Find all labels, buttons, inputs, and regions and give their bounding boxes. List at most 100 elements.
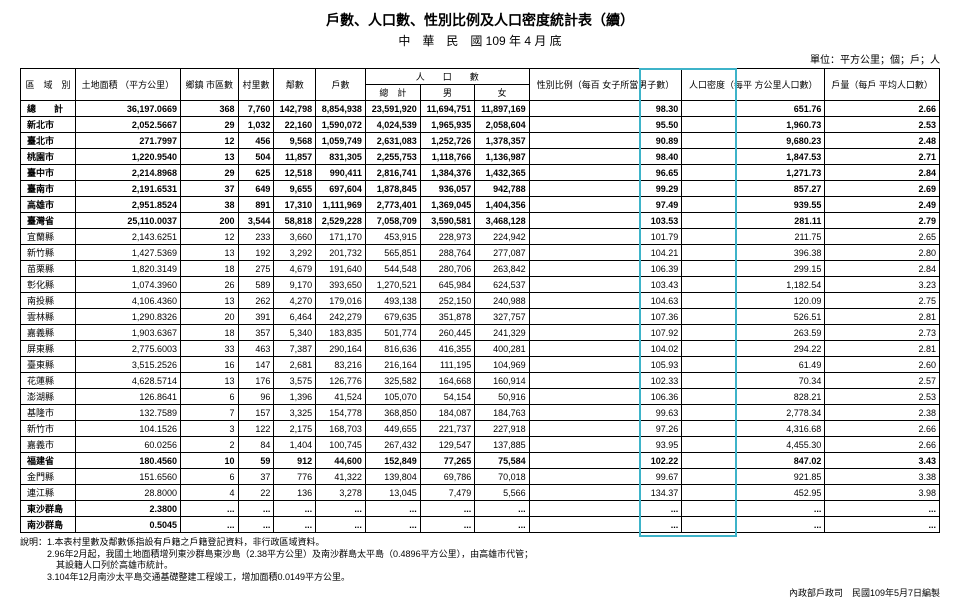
cell-value: 2,255,753 (365, 149, 420, 165)
cell-value: 70.34 (682, 373, 825, 389)
cell-region: 臺北市 (21, 133, 76, 149)
cell-value: 111,195 (420, 357, 474, 373)
cell-value: 29 (180, 117, 238, 133)
cell-value: 3,575 (274, 373, 316, 389)
cell-value: 2.57 (825, 373, 940, 389)
cell-value: 2,816,741 (365, 165, 420, 181)
cell-value: 1,369,045 (420, 197, 474, 213)
table-row: 基隆市132.758971573,325154,778368,850184,08… (21, 405, 940, 421)
cell-value: 29 (180, 165, 238, 181)
cell-value: 299.15 (682, 261, 825, 277)
col-region: 區 域 別 (21, 69, 76, 101)
cell-value: 290,164 (316, 341, 366, 357)
cell-value: 260,445 (420, 325, 474, 341)
cell-value: 106.36 (529, 389, 682, 405)
cell-value: 3,544 (238, 213, 274, 229)
table-row: 新竹市104.152631222,175168,703449,655221,73… (21, 421, 940, 437)
cell-region: 花蓮縣 (21, 373, 76, 389)
col-neighbor: 鄰數 (274, 69, 316, 101)
cell-region: 新竹縣 (21, 245, 76, 261)
cell-value: 589 (238, 277, 274, 293)
cell-value: 75,584 (475, 453, 529, 469)
cell-value: 7,479 (420, 485, 474, 501)
cell-value: 41,524 (316, 389, 366, 405)
cell-value: 271.7997 (75, 133, 180, 149)
col-sex-ratio: 性別比例（每百 女子所當男子數） (529, 69, 682, 101)
source-label: 內政部戶政司 民國109年5月7日編製 (20, 586, 940, 599)
table-row: 臺北市271.7997124569,5681,059,7492,631,0831… (21, 133, 940, 149)
cell-value: 95.50 (529, 117, 682, 133)
cell-value: 1,059,749 (316, 133, 366, 149)
cell-value: 2.69 (825, 181, 940, 197)
cell-region: 臺中市 (21, 165, 76, 181)
cell-value: 357 (238, 325, 274, 341)
cell-value: 23,591,920 (365, 101, 420, 117)
cell-value: ... (365, 517, 420, 533)
cell-value: 154,778 (316, 405, 366, 421)
cell-value: 4,679 (274, 261, 316, 277)
cell-value: 221,737 (420, 421, 474, 437)
cell-value: 2.66 (825, 101, 940, 117)
cell-value: 13 (180, 373, 238, 389)
cell-value: 101.79 (529, 229, 682, 245)
cell-value: ... (180, 501, 238, 517)
table-row: 連江縣28.80004221363,27813,0457,4795,566134… (21, 485, 940, 501)
cell-value: ... (475, 517, 529, 533)
cell-value: 228,973 (420, 229, 474, 245)
cell-value: 2.81 (825, 309, 940, 325)
cell-value: 151.6560 (75, 469, 180, 485)
cell-value: 142,798 (274, 101, 316, 117)
cell-value: 126.8641 (75, 389, 180, 405)
cell-value: 2,175 (274, 421, 316, 437)
cell-value: 164,668 (420, 373, 474, 389)
cell-value: 104.02 (529, 341, 682, 357)
cell-value: 58,818 (274, 213, 316, 229)
cell-value: 2,143.6251 (75, 229, 180, 245)
cell-value: 1,903.6367 (75, 325, 180, 341)
col-pop-group: 人 口 數 (365, 69, 529, 85)
cell-value: 504 (238, 149, 274, 165)
cell-value: 7,058,709 (365, 213, 420, 229)
cell-region: 屏東縣 (21, 341, 76, 357)
cell-value: 70,018 (475, 469, 529, 485)
cell-value: 4,106.4360 (75, 293, 180, 309)
cell-value: 288,764 (420, 245, 474, 261)
cell-value: 107.92 (529, 325, 682, 341)
table-row: 南沙群島0.5045.............................. (21, 517, 940, 533)
cell-value: 1,378,357 (475, 133, 529, 149)
cell-value: ... (682, 501, 825, 517)
cell-value: 104.21 (529, 245, 682, 261)
cell-value: 2.3800 (75, 501, 180, 517)
cell-value: 227,918 (475, 421, 529, 437)
cell-value: 99.29 (529, 181, 682, 197)
cell-value: 59 (238, 453, 274, 469)
cell-value: 2,951.8524 (75, 197, 180, 213)
cell-region: 嘉義市 (21, 437, 76, 453)
cell-region: 金門縣 (21, 469, 76, 485)
cell-value: 2,773,401 (365, 197, 420, 213)
cell-value: 2.53 (825, 117, 940, 133)
cell-value: 77,265 (420, 453, 474, 469)
cell-value: 11,694,751 (420, 101, 474, 117)
table-row: 金門縣151.656063777641,322139,80469,78670,0… (21, 469, 940, 485)
cell-value: 6,464 (274, 309, 316, 325)
cell-value: 5,340 (274, 325, 316, 341)
cell-region: 澎湖縣 (21, 389, 76, 405)
cell-value: 26 (180, 277, 238, 293)
cell-value: 120.09 (682, 293, 825, 309)
cell-value: 5,566 (475, 485, 529, 501)
note-line: 3.104年12月南沙太平島交通基礎整建工程竣工，增加面積0.0149平方公里。 (20, 572, 940, 584)
cell-value: 776 (274, 469, 316, 485)
cell-region: 臺東縣 (21, 357, 76, 373)
cell-value: 9,568 (274, 133, 316, 149)
cell-value: 3,292 (274, 245, 316, 261)
cell-region: 東沙群島 (21, 501, 76, 517)
cell-value: 1,136,987 (475, 149, 529, 165)
cell-value: 2 (180, 437, 238, 453)
cell-value: 224,942 (475, 229, 529, 245)
cell-region: 新北市 (21, 117, 76, 133)
cell-value: 132.7589 (75, 405, 180, 421)
table-row: 澎湖縣126.86416961,39641,524105,07054,15450… (21, 389, 940, 405)
cell-value: 649 (238, 181, 274, 197)
page-subtitle: 中 華 民 國 109 年 4 月 底 (20, 32, 940, 49)
